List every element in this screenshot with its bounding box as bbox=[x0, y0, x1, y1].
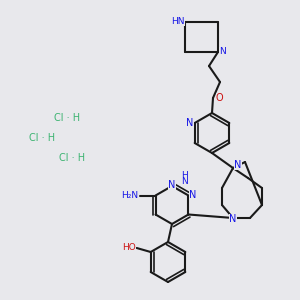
Text: Cl · H: Cl · H bbox=[29, 133, 55, 143]
Text: Cl · H: Cl · H bbox=[54, 113, 80, 123]
Text: O: O bbox=[216, 93, 224, 103]
Text: N: N bbox=[234, 160, 242, 170]
Text: N: N bbox=[219, 47, 226, 56]
Text: N: N bbox=[168, 180, 176, 190]
Text: H₂N: H₂N bbox=[122, 191, 139, 200]
Text: HN: HN bbox=[172, 16, 185, 26]
Text: HO: HO bbox=[122, 242, 136, 251]
Text: N: N bbox=[182, 178, 188, 187]
Text: Cl · H: Cl · H bbox=[59, 153, 85, 163]
Text: N: N bbox=[190, 190, 197, 200]
Text: N: N bbox=[186, 118, 194, 128]
Text: H: H bbox=[182, 170, 188, 179]
Text: N: N bbox=[229, 214, 237, 224]
